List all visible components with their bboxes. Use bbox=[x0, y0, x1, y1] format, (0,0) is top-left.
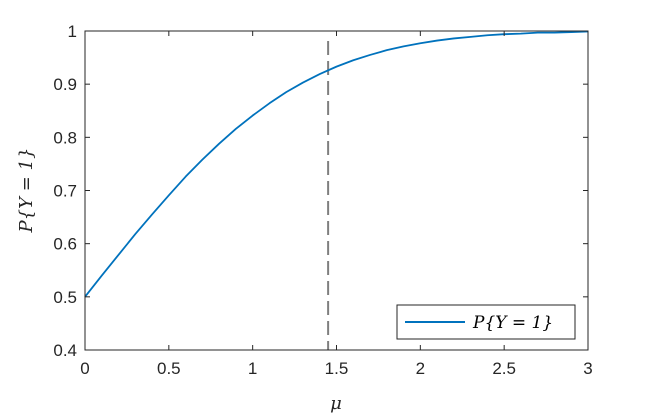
plot-background bbox=[85, 31, 588, 350]
y-tick-label: 0.4 bbox=[53, 341, 77, 360]
x-tick-label: 3 bbox=[583, 359, 592, 378]
y-tick-label: 0.9 bbox=[53, 75, 77, 94]
plot-area bbox=[85, 31, 588, 350]
y-tick-label: 0.7 bbox=[53, 182, 77, 201]
x-tick-label: 0.5 bbox=[157, 359, 181, 378]
x-tick-label: 1.5 bbox=[325, 359, 349, 378]
legend-entry-label: P{Y = 1} bbox=[472, 313, 553, 333]
x-tick-label: 1 bbox=[248, 359, 257, 378]
y-axis-label: P{Y = 1} bbox=[16, 148, 37, 234]
x-tick-label: 2 bbox=[416, 359, 425, 378]
x-tick-label: 2.5 bbox=[492, 359, 516, 378]
legend: P{Y = 1} bbox=[396, 304, 576, 340]
x-axis: 0 0.5 1 1.5 2 2.5 3 bbox=[80, 31, 593, 378]
x-tick-label: 0 bbox=[80, 359, 89, 378]
y-tick-label: 0.5 bbox=[53, 288, 77, 307]
y-tick-label: 0.8 bbox=[53, 128, 77, 147]
y-tick-label: 0.6 bbox=[53, 235, 77, 254]
y-tick-label: 1 bbox=[68, 22, 77, 41]
x-axis-label: μ bbox=[330, 393, 342, 413]
y-axis: 0.4 0.5 0.6 0.7 0.8 0.9 1 bbox=[53, 22, 588, 360]
